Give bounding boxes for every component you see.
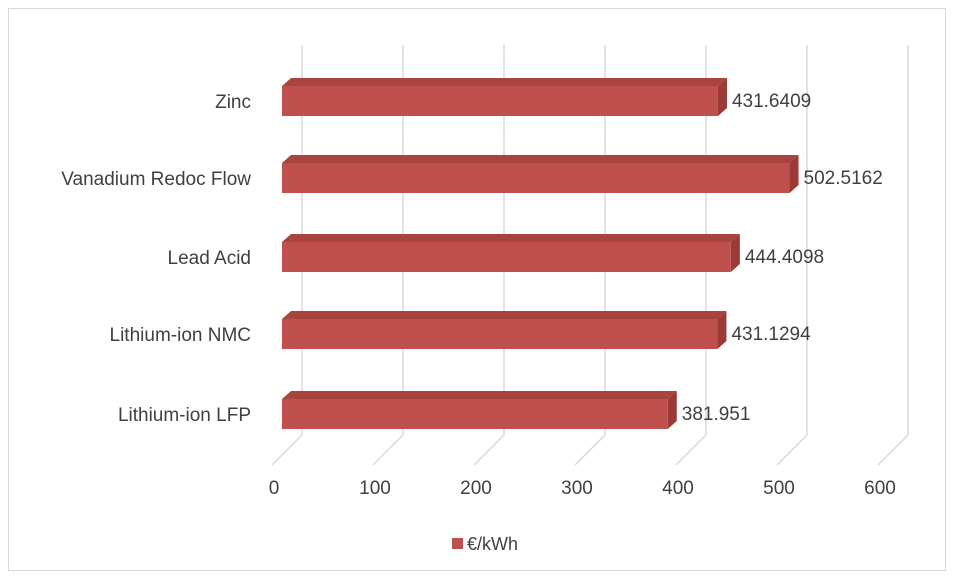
- bar-top-0: [282, 78, 727, 86]
- bar-3: [282, 311, 727, 349]
- tick-label-300: 300: [561, 478, 593, 499]
- tick-label-100: 100: [359, 478, 391, 499]
- category-label-1: Vanadium Redoc Flow: [61, 169, 251, 190]
- bar-2: [282, 234, 740, 272]
- floor-line-600: [877, 434, 909, 466]
- data-label-3: 431.1294: [731, 324, 811, 345]
- bar-side-1: [789, 155, 799, 193]
- bar-side-2: [730, 234, 740, 272]
- bar-top-1: [282, 155, 799, 163]
- bar-top-3: [282, 311, 727, 319]
- bars: [282, 78, 799, 429]
- category-label-2: Lead Acid: [168, 248, 251, 269]
- category-labels: Zinc Vanadium Redoc Flow Lead Acid Lithium-…: [61, 92, 251, 426]
- bar-4: [282, 391, 677, 429]
- tick-label-0: 0: [269, 478, 280, 499]
- tick-label-200: 200: [460, 478, 492, 499]
- floor-line-0: [271, 434, 303, 466]
- data-label-0: 431.6409: [732, 91, 811, 112]
- floor-line-100: [372, 434, 404, 466]
- bar-top-4: [282, 391, 677, 399]
- data-label-2: 444.4098: [745, 247, 824, 268]
- floor-line-200: [473, 434, 505, 466]
- bar-side-0: [717, 78, 727, 116]
- floor-line-300: [574, 434, 606, 466]
- tick-label-600: 600: [864, 478, 896, 499]
- bar-front-3: [282, 319, 718, 349]
- category-label-3: Lithium-ion NMC: [110, 325, 251, 346]
- data-label-4: 381.951: [682, 404, 751, 425]
- category-label-0: Zinc: [215, 92, 251, 113]
- bar-front-0: [282, 86, 718, 116]
- bar-front-1: [282, 163, 790, 193]
- bar-side-3: [717, 311, 727, 349]
- category-label-4: Lithium-ion LFP: [118, 405, 251, 426]
- legend-swatch: [452, 538, 463, 549]
- floor-line-400: [675, 434, 707, 466]
- tick-label-500: 500: [763, 478, 795, 499]
- x-tick-labels: 0 100 200 300 400 500 600: [269, 478, 896, 499]
- bar-front-2: [282, 242, 731, 272]
- data-labels: 431.6409 502.5162 444.4098 431.1294 381.951: [682, 91, 883, 425]
- bar-1: [282, 155, 799, 193]
- bar-side-4: [667, 391, 677, 429]
- tick-label-400: 400: [662, 478, 694, 499]
- bar-front-4: [282, 399, 668, 429]
- legend-label: €/kWh: [467, 534, 518, 554]
- floor-line-500: [776, 434, 808, 466]
- bar-0: [282, 78, 727, 116]
- bar-top-2: [282, 234, 740, 242]
- data-label-1: 502.5162: [804, 168, 883, 189]
- legend: €/kWh: [452, 534, 518, 554]
